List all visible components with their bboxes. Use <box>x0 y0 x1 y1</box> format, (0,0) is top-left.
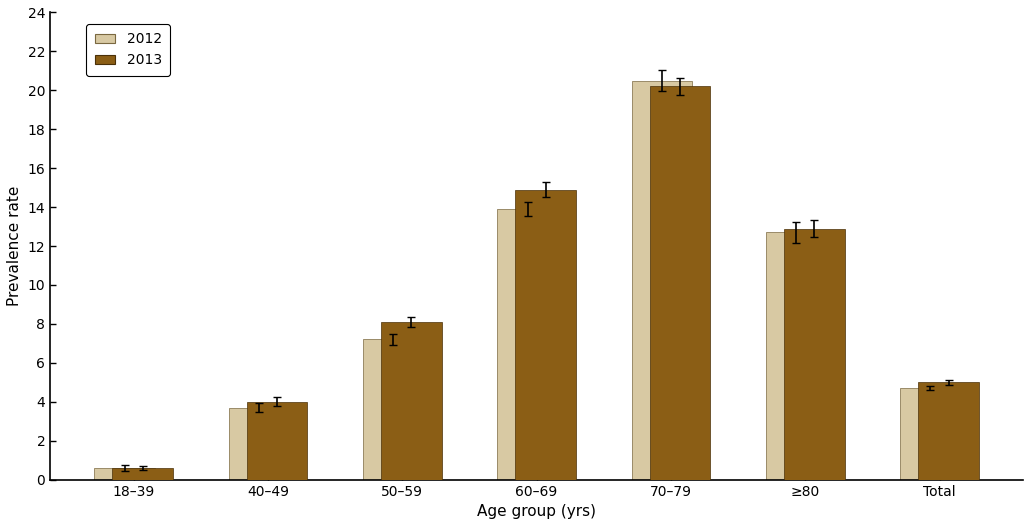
Bar <box>515 189 576 480</box>
Bar <box>900 388 961 480</box>
Bar <box>229 408 289 480</box>
Bar <box>631 80 692 480</box>
Bar <box>247 402 307 480</box>
Bar <box>919 382 978 480</box>
Bar <box>650 86 711 480</box>
Bar <box>95 468 154 480</box>
Bar <box>363 339 423 480</box>
Legend: 2012, 2013: 2012, 2013 <box>87 24 170 76</box>
Bar <box>766 232 826 480</box>
X-axis label: Age group (yrs): Age group (yrs) <box>477 504 596 519</box>
Y-axis label: Prevalence rate: Prevalence rate <box>7 186 22 306</box>
Bar <box>381 322 442 480</box>
Bar <box>112 468 173 480</box>
Bar <box>497 209 557 480</box>
Bar <box>784 228 845 480</box>
